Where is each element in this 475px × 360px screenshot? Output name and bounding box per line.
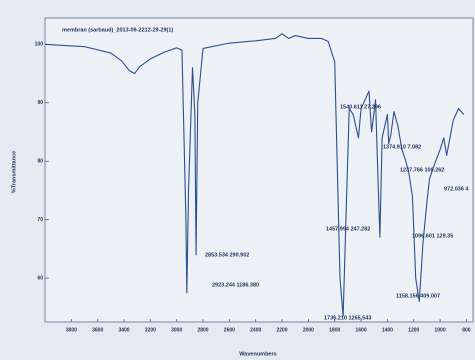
- x-tick-label: 3000: [171, 327, 182, 333]
- peak-annotation: 972.036 4: [444, 186, 469, 192]
- peak-annotation: 1237.766 100.262: [400, 167, 444, 173]
- y-axis-label: %Transmittance: [11, 151, 17, 193]
- x-axis-label: Wavenumbers: [239, 351, 276, 357]
- x-tick-label: 3400: [118, 327, 129, 333]
- peak-annotation: 1096.601 129.35: [412, 233, 453, 239]
- x-tick-label: 1800: [329, 327, 340, 333]
- peak-annotation: 1736.210 1265.543: [324, 315, 371, 321]
- x-tick-label: 3600: [92, 327, 103, 333]
- plot-frame: [44, 17, 474, 323]
- x-tick-label: 2200: [276, 327, 287, 333]
- spectrum-line: [44, 33, 465, 317]
- x-tick-label: 1000: [435, 327, 446, 333]
- x-tick-label: 800: [462, 327, 471, 333]
- x-tick-label: 1600: [355, 327, 366, 333]
- y-tick-label: 60: [37, 275, 43, 281]
- x-tick-label: 2000: [303, 327, 314, 333]
- x-tick-label: 1200: [408, 327, 419, 333]
- peak-annotation: 1158.156 409.007: [396, 293, 440, 299]
- x-tick-label: 3200: [145, 327, 156, 333]
- y-tick-label: 90: [37, 100, 43, 106]
- y-tick-label: 70: [37, 217, 43, 223]
- x-tick-label: 2400: [250, 327, 261, 333]
- y-tick-label: 80: [37, 159, 43, 165]
- x-tick-label: 1400: [382, 327, 393, 333]
- x-tick-label: 2600: [224, 327, 235, 333]
- x-tick-label: 3800: [66, 327, 77, 333]
- x-tick-label: 2800: [197, 327, 208, 333]
- peak-annotation: 1457.994 247.282: [326, 226, 370, 232]
- peak-annotation: 2923.244 1186.380: [212, 282, 259, 288]
- peak-annotation: 1540.611 27.296: [340, 104, 381, 110]
- chart-title: membran (sarbaud)_2013-09-2212-29-29(1): [62, 27, 173, 33]
- peak-annotation: 1374.910 7.082: [383, 144, 421, 150]
- peak-annotation: 2853.534 290.902: [205, 252, 249, 258]
- y-tick-label: 100: [35, 42, 44, 48]
